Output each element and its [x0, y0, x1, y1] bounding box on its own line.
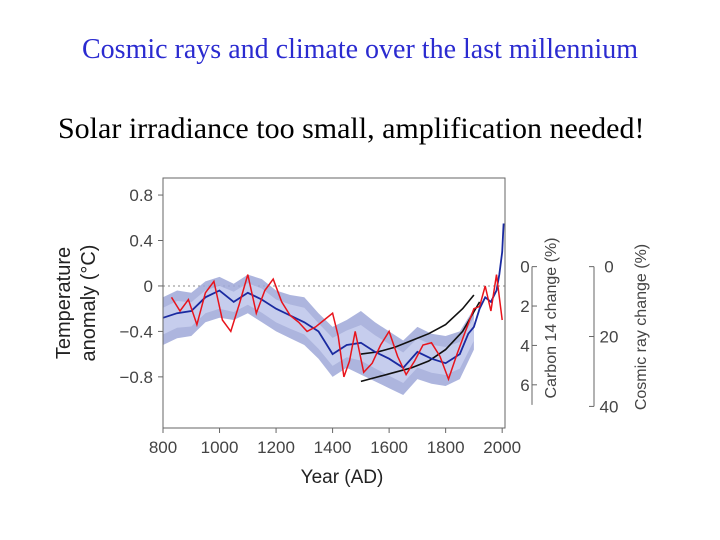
- carbon14-tick-label: 2: [520, 297, 529, 316]
- x-tick-label: 800: [149, 438, 177, 457]
- x-tick-label: 2000: [483, 438, 521, 457]
- cosmic-ray-tick-label: 20: [600, 328, 619, 347]
- cosmic-ray-tick-label: 40: [600, 397, 619, 416]
- y-tick-label: 0: [144, 277, 153, 296]
- y-axis-label-line2: anomaly (°C): [78, 245, 100, 362]
- carbon14-curve-lower: [360, 301, 481, 383]
- carbon14-axis-label: Carbon 14 change (%): [543, 238, 560, 399]
- x-tick-label: 1200: [257, 438, 295, 457]
- carbon14-curve-upper: [360, 294, 475, 355]
- cosmic-ray-tick-label: 0: [604, 258, 613, 277]
- y-tick-label: 0.4: [129, 232, 153, 251]
- x-tick-label: 1400: [314, 438, 352, 457]
- carbon14-tick-label: 0: [520, 258, 529, 277]
- uncertainty-band-inner: [163, 283, 474, 383]
- y-tick-label: 0.8: [129, 186, 153, 205]
- cosmic-ray-axis-label: Cosmic ray change (%): [633, 244, 650, 410]
- solar-line: [170, 274, 503, 382]
- y-tick-label: −0.4: [119, 322, 153, 341]
- reconstruction-line: [162, 223, 505, 369]
- carbon14-tick-label: 4: [520, 336, 529, 355]
- slide-subtitle: Solar irradiance too small, amplificatio…: [58, 112, 645, 145]
- carbon14-tick-label: 6: [520, 376, 529, 395]
- x-tick-label: 1800: [427, 438, 465, 457]
- plot-frame: [162, 177, 506, 429]
- y-tick-label: −0.8: [119, 368, 153, 387]
- x-axis-label: Year (AD): [301, 467, 384, 488]
- slide-title: Cosmic rays and climate over the last mi…: [82, 34, 638, 65]
- x-tick-label: 1000: [201, 438, 239, 457]
- x-tick-label: 1600: [370, 438, 408, 457]
- y-axis-label-line1: Temperature: [53, 247, 75, 359]
